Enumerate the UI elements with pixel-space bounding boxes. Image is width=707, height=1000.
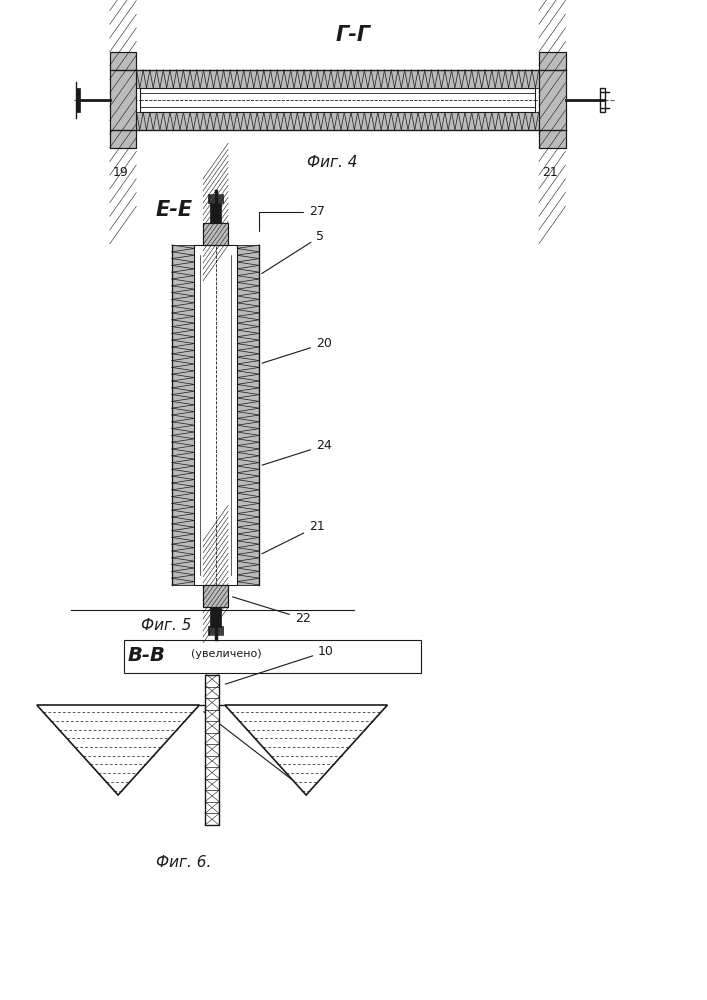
Text: 10: 10 [226,645,334,684]
Bar [203,585,228,607]
Text: Е-Е: Е-Е [156,200,193,220]
Bar [110,52,136,148]
Polygon shape [136,112,539,130]
Text: 19: 19 [113,166,129,179]
Text: 20: 20 [262,337,332,363]
Bar [203,223,228,245]
Text: Фиг. 5: Фиг. 5 [141,618,192,633]
Bar [203,585,228,607]
Polygon shape [37,705,199,795]
Bar [600,88,605,112]
Text: 21: 21 [262,520,325,554]
Bar [124,640,421,673]
Polygon shape [225,705,387,795]
Text: Фиг. 6.: Фиг. 6. [156,855,211,870]
Polygon shape [136,70,539,88]
Bar [203,223,228,245]
Text: 22: 22 [233,597,310,625]
Bar [539,52,566,148]
Text: 24: 24 [262,439,332,465]
Bar [140,88,535,112]
Bar [76,88,80,112]
Bar [110,52,136,148]
Text: 21: 21 [542,166,558,179]
Text: 5: 5 [262,230,324,274]
Polygon shape [237,245,259,585]
Text: (увеличено): (увеличено) [191,649,262,659]
Bar [210,607,221,627]
Text: 4: 4 [204,712,305,793]
Bar [205,675,219,825]
Polygon shape [172,245,194,585]
Bar [539,52,566,148]
Text: Фиг. 4: Фиг. 4 [307,155,358,170]
Text: Г-Г: Г-Г [336,25,371,45]
Text: В-В: В-В [127,646,165,665]
Text: 27: 27 [259,205,325,231]
Bar [194,245,237,585]
Bar [210,203,221,223]
